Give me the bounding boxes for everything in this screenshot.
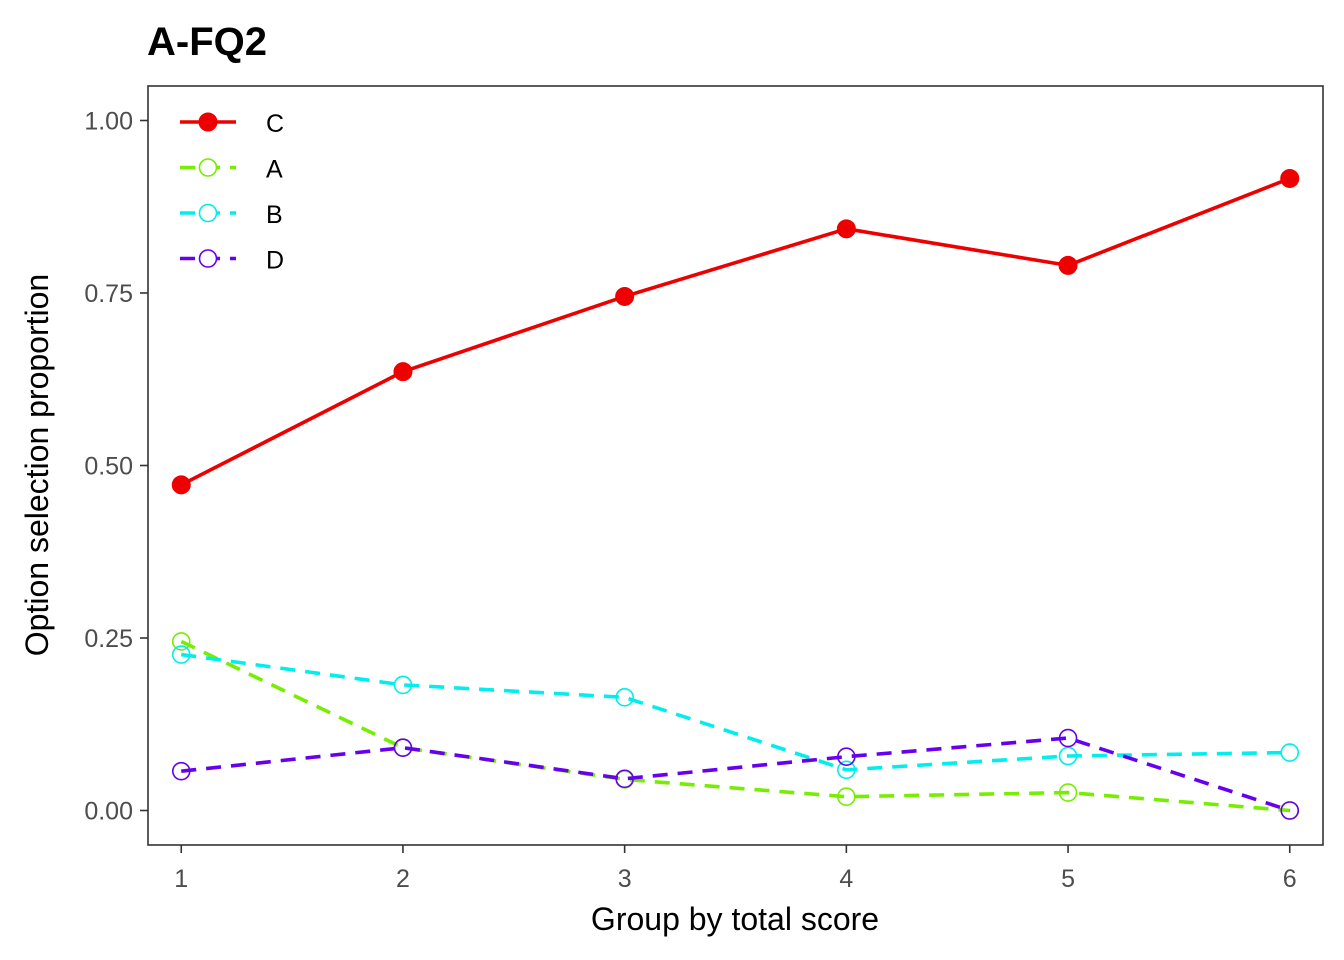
data-point-B (1280, 743, 1300, 762)
series-line-B (181, 652, 1290, 772)
y-tick-label: 0.25 (84, 625, 133, 653)
series-line-C (180, 176, 1291, 487)
legend-key-marker (198, 112, 218, 132)
plot-series (171, 168, 1300, 820)
plot-panel-border (147, 85, 1324, 846)
data-point-B (171, 645, 191, 664)
data-point-C (171, 475, 191, 495)
data-point-D (171, 761, 191, 781)
series-line-A (180, 639, 1290, 813)
legend-item-C: C (180, 110, 284, 138)
data-point-A (171, 632, 191, 651)
data-point-C (615, 286, 635, 306)
series-B (171, 645, 1300, 780)
y-axis-title: Option selection proportion (19, 274, 55, 656)
x-tick-label: 5 (1061, 865, 1075, 893)
series-A (171, 632, 1300, 820)
legend-key-marker (198, 249, 218, 268)
data-point-C (393, 362, 413, 382)
data-point-A (1058, 783, 1078, 802)
x-axis-title: Group by total score (591, 901, 879, 937)
data-point-D (615, 769, 634, 789)
legend-key-marker (198, 158, 218, 177)
legend-item-A: A (180, 156, 283, 184)
data-point-D (1058, 728, 1078, 748)
y-tick-label: 0.50 (84, 453, 133, 481)
data-point-C (1058, 255, 1078, 275)
data-point-D (837, 747, 856, 766)
y-tick-label: 0.75 (84, 280, 133, 308)
data-point-C (1280, 168, 1300, 188)
y-tick-label: 0.00 (84, 798, 133, 826)
legend-label: D (266, 247, 284, 275)
data-point-B (1058, 746, 1078, 766)
series-line-D (181, 736, 1291, 813)
legend-label: C (266, 110, 284, 138)
x-tick-label: 6 (1283, 865, 1297, 893)
legend-item-B: B (180, 201, 283, 229)
y-tick-label: 1.00 (84, 108, 133, 136)
data-point-B (837, 760, 856, 780)
series-D (171, 728, 1300, 820)
x-tick-label: 1 (174, 865, 188, 893)
legend-item-D: D (180, 247, 284, 275)
x-tick-label: 4 (839, 865, 853, 893)
data-point-D (1280, 801, 1300, 820)
chart-title: A-FQ2 (147, 20, 267, 64)
y-axis: 0.00 0.25 0.50 0.75 1.00 (84, 108, 148, 826)
data-point-C (836, 219, 856, 239)
data-point-B (393, 675, 413, 695)
series-C (171, 168, 1300, 495)
data-point-D (393, 738, 413, 758)
x-tick-label: 3 (618, 865, 632, 893)
x-tick-label: 2 (396, 865, 410, 893)
legend-label: B (266, 201, 283, 229)
legend-label: A (266, 156, 283, 184)
x-axis: 1 2 3 4 5 6 (174, 845, 1297, 893)
data-point-A (837, 787, 856, 807)
data-point-B (615, 688, 634, 707)
legend-key-marker (198, 203, 218, 223)
